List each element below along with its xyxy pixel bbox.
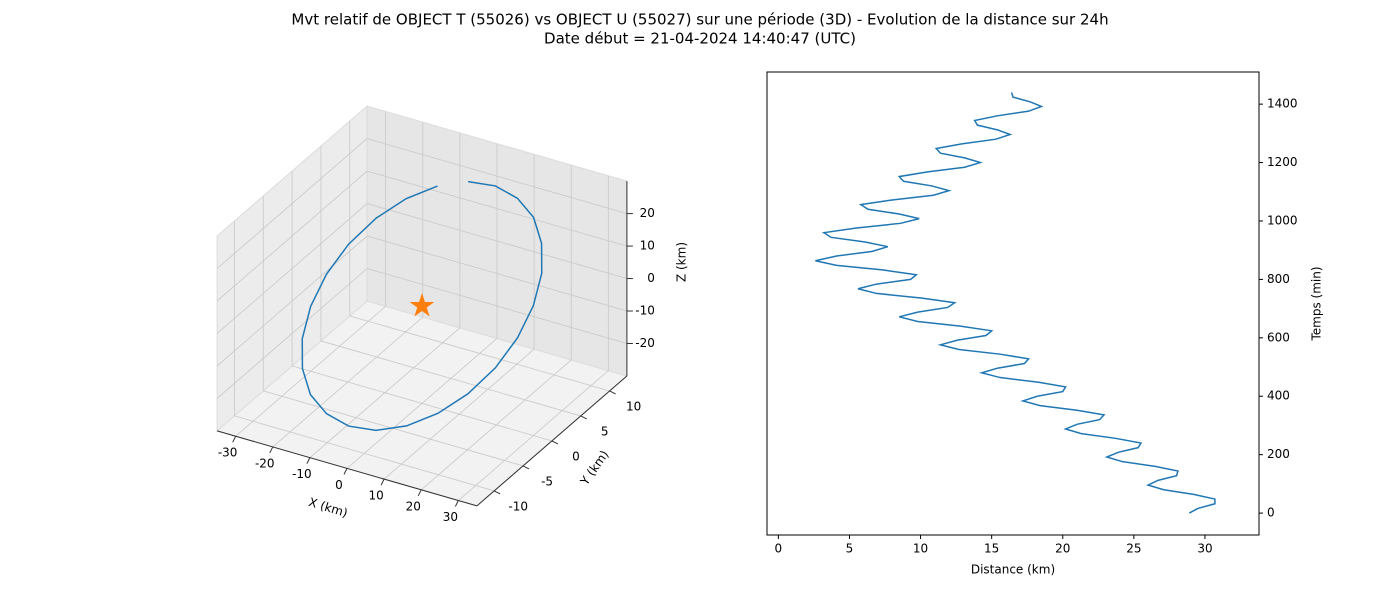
- object-marker: [409, 293, 435, 317]
- z-axis-label: Z (km): [675, 242, 689, 282]
- tick-mark: [380, 478, 385, 486]
- tick-mark: [609, 390, 616, 395]
- x-axis-label: Distance (km): [971, 563, 1055, 577]
- distance-line: [815, 92, 1216, 514]
- x-tick-label: 20: [406, 499, 421, 513]
- grid-line: [216, 203, 368, 334]
- grid-line: [291, 365, 553, 442]
- x-tick-label: 20: [1055, 542, 1070, 556]
- x-tick-label: 5: [846, 542, 854, 556]
- y-tick-label: 1200: [1267, 155, 1298, 169]
- tick-mark: [454, 500, 459, 507]
- x-tick-label: -30: [218, 446, 238, 460]
- x-tick-label: 30: [443, 510, 458, 524]
- subtitle: Date début = 21-04-2024 14:40:47 (UTC): [544, 30, 856, 48]
- y-tick-label: 5: [601, 424, 609, 438]
- x-tick-label: -20: [255, 456, 275, 470]
- x-tick-label: 0: [775, 542, 783, 556]
- grid-line: [216, 235, 368, 367]
- tick-mark: [417, 489, 422, 497]
- z-tick-label: -20: [635, 336, 655, 350]
- x-tick-label: 10: [913, 542, 928, 556]
- y-tick-label: 200: [1267, 447, 1290, 461]
- x-tick-label: 15: [984, 542, 999, 556]
- plot-frame: [766, 71, 1260, 536]
- y-axis: [476, 375, 628, 507]
- grid-line: [366, 235, 628, 312]
- y-tick-label: 10: [626, 399, 641, 413]
- tick-mark: [551, 440, 559, 445]
- orbit-line: [301, 180, 543, 432]
- grid-line: [349, 315, 610, 392]
- x-tick-label: -10: [292, 467, 312, 481]
- tick-mark: [522, 465, 530, 470]
- grid-line: [320, 340, 581, 417]
- y-tick-label: 0: [572, 449, 580, 463]
- tick-mark: [580, 415, 587, 420]
- title: Mvt relatif de OBJECT T (55026) vs OBJEC…: [291, 11, 1108, 29]
- grid-line: [366, 170, 628, 247]
- x-tick-label: 0: [335, 478, 343, 492]
- x-tick-label: 30: [1197, 542, 1212, 556]
- y-tick-label: 400: [1267, 389, 1290, 403]
- z-tick-label: 0: [647, 271, 655, 285]
- tick-mark: [232, 436, 237, 443]
- x-tick-label: 25: [1126, 542, 1141, 556]
- y-axis-label: Temps (min): [1310, 266, 1324, 341]
- tick-mark: [269, 446, 274, 454]
- grid-line: [216, 268, 368, 399]
- y-tick-label: 1400: [1267, 97, 1298, 111]
- x-tick-label: 10: [368, 489, 383, 503]
- grid-line: [366, 138, 628, 214]
- x-axis: [216, 430, 478, 507]
- y-tick-label: 600: [1267, 330, 1290, 344]
- tick-mark: [343, 468, 348, 475]
- tick-mark: [493, 490, 501, 495]
- grid-line: [366, 203, 628, 279]
- grid-line: [216, 138, 368, 269]
- y-axis-label: Y (km): [577, 448, 612, 489]
- y-tick-label: 800: [1267, 272, 1290, 286]
- y-tick-label: 1000: [1267, 213, 1298, 227]
- y-tick-label: -10: [508, 499, 528, 513]
- y-tick-label: 0: [1267, 506, 1275, 520]
- z-tick-label: 20: [640, 206, 655, 220]
- x-axis-label: X (km): [307, 495, 349, 520]
- grid-line: [366, 268, 628, 344]
- y-tick-label: -5: [541, 474, 553, 488]
- grid-line: [216, 170, 368, 302]
- tick-mark: [306, 457, 311, 464]
- z-tick-label: -10: [635, 304, 655, 318]
- grid-line: [234, 415, 495, 492]
- z-tick-label: 10: [640, 239, 655, 253]
